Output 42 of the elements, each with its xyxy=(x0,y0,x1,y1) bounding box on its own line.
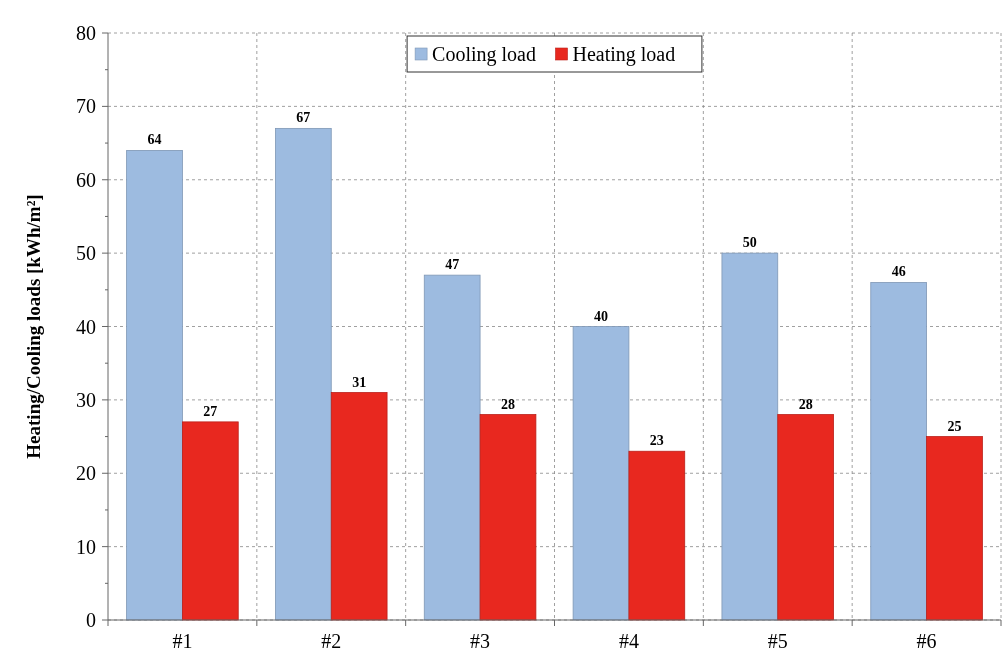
x-tick-label: #1 xyxy=(172,630,193,652)
x-tick-label: #3 xyxy=(470,630,491,652)
bar xyxy=(479,414,537,621)
y-tick-label: 10 xyxy=(76,535,96,558)
data-label: 25 xyxy=(947,418,962,434)
x-tick-label: #5 xyxy=(767,630,788,652)
bar xyxy=(423,274,481,621)
y-tick-label: 40 xyxy=(76,315,96,338)
data-label: 50 xyxy=(742,235,757,251)
bar xyxy=(330,392,388,621)
data-label: 28 xyxy=(798,396,813,412)
legend-label: Heating load xyxy=(572,43,676,66)
bar xyxy=(926,436,983,621)
bar xyxy=(721,252,779,621)
bar xyxy=(182,421,239,621)
x-tick-label: #2 xyxy=(321,630,342,652)
x-tick-label: #4 xyxy=(618,630,639,652)
bar xyxy=(275,127,332,621)
y-axis-title: Heating/Cooling loads [kWh/m²] xyxy=(23,194,44,459)
data-label: 23 xyxy=(649,433,664,449)
data-label: 47 xyxy=(445,257,460,273)
bar xyxy=(126,150,183,621)
data-label: 31 xyxy=(352,374,367,390)
bar xyxy=(777,414,834,621)
y-tick-label: 60 xyxy=(76,168,96,191)
bar xyxy=(628,450,686,621)
bar xyxy=(870,282,927,621)
data-label: 27 xyxy=(203,403,218,419)
data-label: 28 xyxy=(500,396,515,412)
y-tick-label: 50 xyxy=(76,242,96,265)
y-tick-label: 0 xyxy=(86,609,96,631)
bar xyxy=(572,326,630,621)
y-tick-label: 80 xyxy=(76,22,96,44)
x-tick-label: #6 xyxy=(916,630,937,652)
data-label: 40 xyxy=(594,308,609,324)
data-label: 64 xyxy=(147,132,162,148)
legend-label: Cooling load xyxy=(432,43,536,66)
data-label: 46 xyxy=(891,264,906,280)
y-tick-label: 70 xyxy=(76,95,96,118)
data-label: 67 xyxy=(296,110,311,126)
y-tick-label: 20 xyxy=(76,462,96,485)
y-tick-label: 30 xyxy=(76,388,96,411)
